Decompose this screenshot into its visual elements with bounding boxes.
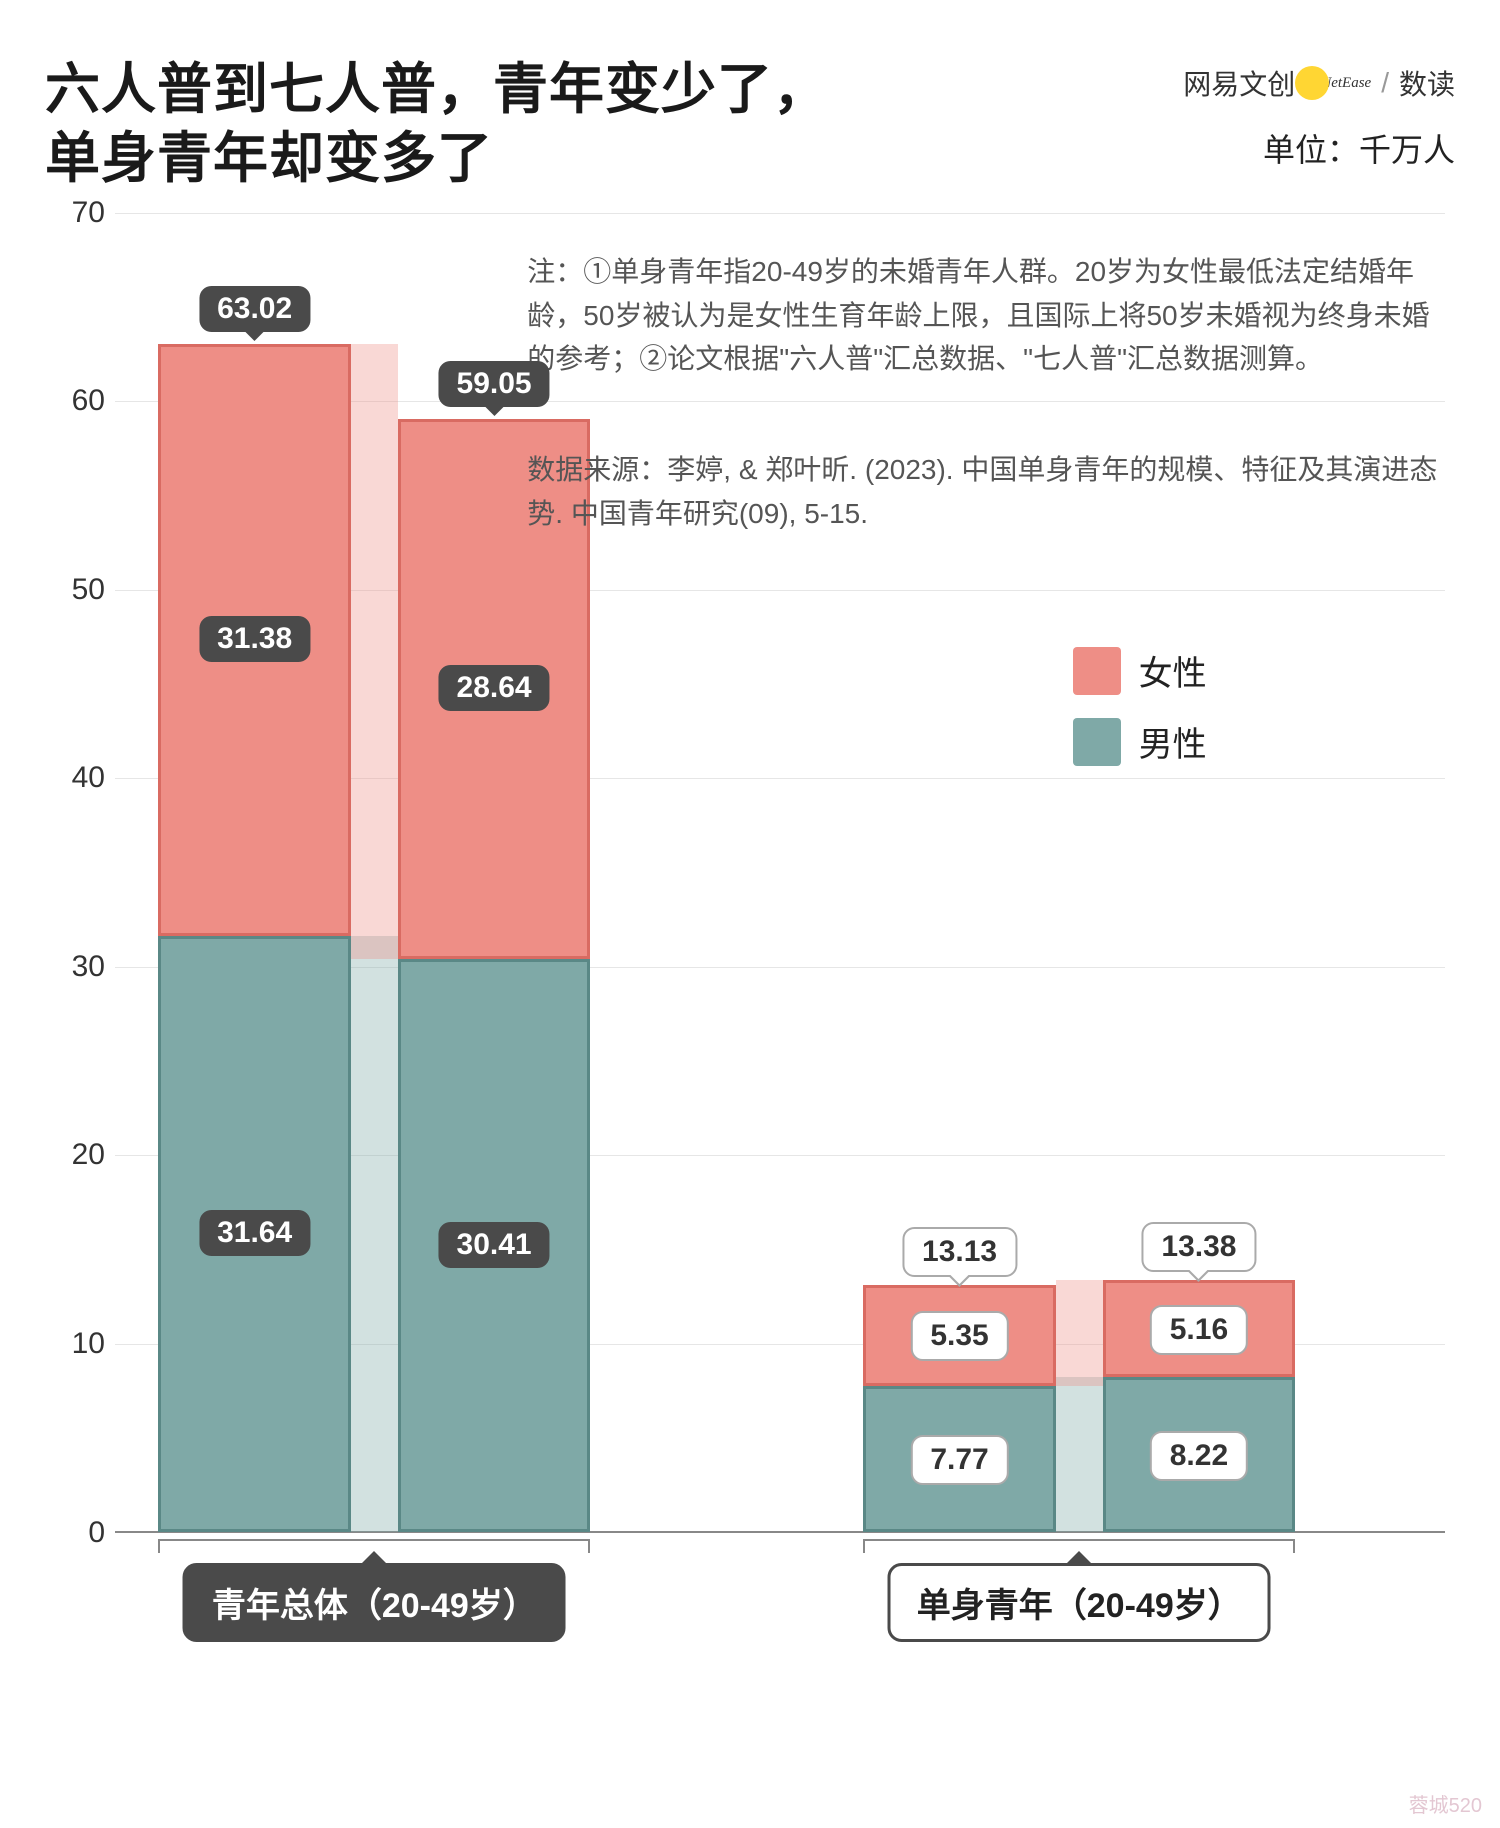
brand-sep: / bbox=[1381, 67, 1389, 99]
brand-dot-icon bbox=[1295, 66, 1329, 100]
connector-male bbox=[1056, 1377, 1103, 1532]
y-tick-label: 30 bbox=[45, 950, 105, 984]
legend-label-female: 女性 bbox=[1139, 646, 1207, 695]
connector-female bbox=[351, 344, 398, 959]
watermark-icon: 蓉城520 bbox=[1409, 1789, 1482, 1818]
legend-swatch-male bbox=[1073, 718, 1121, 766]
value-label: 7.77 bbox=[910, 1435, 1008, 1485]
value-label: 30.41 bbox=[439, 1222, 550, 1268]
brand-line: 网易文创 NetEase / 数读 bbox=[1145, 63, 1455, 103]
y-tick-label: 0 bbox=[45, 1516, 105, 1550]
annotation-source: 数据来源：李婷, & 郑叶昕. (2023). 中国单身青年的规模、特征及其演进… bbox=[527, 448, 1443, 535]
value-label: 63.02 bbox=[199, 286, 310, 332]
connector-female bbox=[1056, 1280, 1103, 1386]
title-line-2: 单身青年却变多了 bbox=[45, 124, 1145, 193]
group-label: 单身青年（20-49岁） bbox=[888, 1563, 1271, 1642]
legend-swatch-female bbox=[1073, 647, 1121, 695]
y-tick-label: 20 bbox=[45, 1138, 105, 1172]
y-tick-label: 70 bbox=[45, 196, 105, 230]
value-label: 59.05 bbox=[439, 361, 550, 407]
value-label: 5.16 bbox=[1150, 1305, 1248, 1355]
title-line-1: 六人普到七人普，青年变少了， bbox=[45, 55, 1145, 124]
value-label: 13.38 bbox=[1141, 1222, 1256, 1272]
value-label: 13.13 bbox=[902, 1227, 1017, 1277]
legend-item-male: 男性 bbox=[1073, 717, 1207, 766]
annotation-note: 注：①单身青年指20-49岁的未婚青年人群。20岁为女性最低法定结婚年龄，50岁… bbox=[527, 250, 1443, 380]
title-block: 六人普到七人普，青年变少了， 单身青年却变多了 bbox=[45, 55, 1145, 193]
value-label: 31.38 bbox=[199, 616, 310, 662]
brand-cn: 网易文创 bbox=[1183, 63, 1295, 103]
y-tick-label: 40 bbox=[45, 761, 105, 795]
y-tick-label: 60 bbox=[45, 384, 105, 418]
plot-area: 01020304050607063.0231.3831.6459.0528.64… bbox=[115, 213, 1445, 1533]
brand-block: 网易文创 NetEase / 数读 单位：千万人 bbox=[1145, 55, 1455, 171]
y-tick-label: 50 bbox=[45, 573, 105, 607]
group-label: 青年总体（20-49岁） bbox=[183, 1563, 566, 1642]
chart: 01020304050607063.0231.3831.6459.0528.64… bbox=[45, 213, 1455, 1693]
legend-item-female: 女性 bbox=[1073, 646, 1207, 695]
brand-shudu: 数读 bbox=[1399, 63, 1455, 103]
value-label: 8.22 bbox=[1150, 1431, 1248, 1481]
value-label: 28.64 bbox=[439, 665, 550, 711]
header: 六人普到七人普，青年变少了， 单身青年却变多了 网易文创 NetEase / 数… bbox=[45, 55, 1455, 193]
value-label: 31.64 bbox=[199, 1210, 310, 1256]
unit-label: 单位：千万人 bbox=[1145, 125, 1455, 171]
gridline bbox=[115, 213, 1445, 214]
connector-male bbox=[351, 936, 398, 1533]
legend-label-male: 男性 bbox=[1139, 717, 1207, 766]
value-label: 5.35 bbox=[910, 1311, 1008, 1361]
y-tick-label: 10 bbox=[45, 1327, 105, 1361]
legend: 女性男性 bbox=[1073, 646, 1207, 788]
